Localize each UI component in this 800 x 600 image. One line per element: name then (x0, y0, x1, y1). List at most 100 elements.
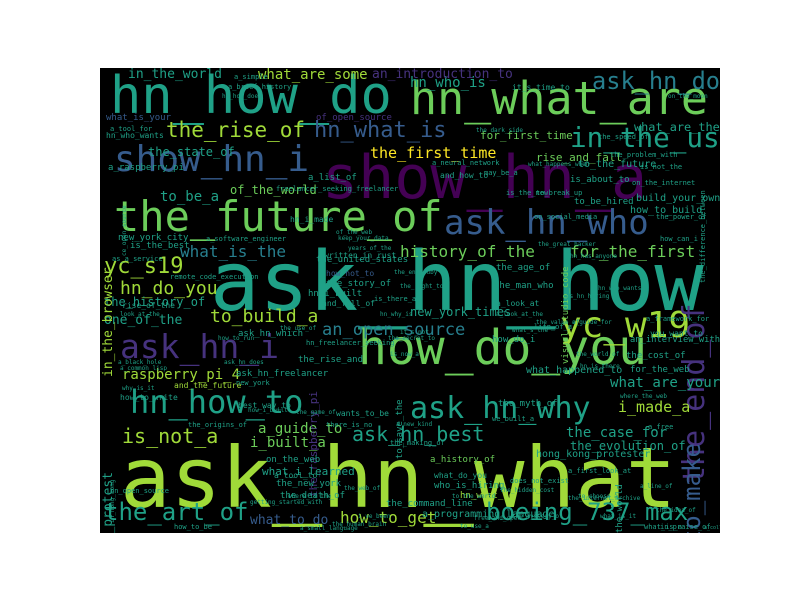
word-the-problem-with: the_problem_with (610, 151, 678, 159)
word-boeing-737-max: boeing_737_max (486, 498, 689, 526)
word-a-tool-to: a_tool_to (274, 471, 318, 480)
word-to-choose-a: to_choose_a (578, 493, 618, 500)
word-to-build-a: to_build_a (210, 306, 319, 327)
word-and-fall-of: and_fall_of (322, 299, 375, 308)
word-hn-who-wants: hn_who_wants (106, 131, 164, 140)
word-a-brief-history: a_brief_history (228, 83, 292, 91)
word-how-do-you: how_do_you (358, 320, 647, 376)
word-visual-studio-code: visual_studio_code (561, 266, 571, 365)
word-why-is-it: why_is_it (122, 385, 155, 392)
word-years-of-the: years_of_the (348, 245, 392, 252)
word-how-not-to: how_not_to (326, 269, 375, 278)
word-on-the-moon: on_the_moon (668, 93, 708, 100)
word-build-your-own: build_your_own (636, 193, 720, 204)
word-the-secret-to: the_secret_to (388, 335, 435, 342)
word-in-the-world: in_the_world (128, 68, 222, 82)
word-the-human-brain: the_human_brain (332, 521, 387, 528)
word-the-cost-of: the_cost_of (626, 351, 686, 361)
word-the-world-of: the_world_of (576, 351, 620, 358)
word-is-the-best: is_the_best (130, 241, 190, 251)
word-the-new-york: the_new_york (276, 479, 342, 489)
word-ask-hn-who: ask_hn_who (444, 203, 649, 243)
word-hn-open-source: hn_open_source (110, 487, 170, 495)
word-a-collection-of: a_collection_of (704, 525, 720, 531)
word-hn-is-there: hn_is_there (580, 363, 620, 370)
word-how-to-get: how_to_get (340, 508, 437, 527)
word-the-mystery-of: the_mystery_of (512, 513, 563, 520)
word-of-open-source: of_open_source (316, 113, 392, 123)
word-i-ve-been: i_ve_been (358, 513, 391, 520)
word-best-way-to: best_way_to (238, 401, 291, 410)
word-ask-hn-how: ask_hn_how (210, 235, 704, 330)
word-hn-i-built: hn_i_built (308, 289, 363, 299)
word-the-origins-of: the_origins_of (188, 421, 248, 429)
word-show-hn-i: show_hn_i (114, 139, 310, 180)
word-is-about-to: is_about_to (570, 175, 630, 185)
word-how-do-i: how_do_i (492, 335, 536, 345)
word-on-the-internet: on_the_internet (632, 179, 696, 187)
word-to-break-up: to_break_up (536, 189, 583, 197)
word-a-raspberry-pi: a_raspberry_pi (108, 163, 184, 173)
word-a-guide-to: a_guide_to (258, 421, 343, 437)
word-does-not-exist: does_not_exist (510, 477, 570, 485)
word-for-the-first: for_the_first (570, 242, 696, 261)
word-a-look-at-the: a_look_at_the (496, 311, 543, 318)
word-yc-s19: yc_s19 (104, 254, 184, 279)
word-yc-w19: yc_w19 (560, 305, 691, 346)
word-the-case-for: the_case_for (566, 425, 668, 441)
word-it-s-time-to: it_s_time_to (512, 83, 570, 92)
word-and-how-to: and_how_to (440, 171, 489, 180)
word-the-game-of: the_game_of (296, 409, 336, 416)
word-where-the-web: where_the_web (620, 393, 667, 400)
word-what-happened-to: what_happened_to (526, 365, 623, 376)
word-and-the-future: and_the_future (174, 381, 242, 390)
word-what-s-the: what_s_the (512, 327, 549, 334)
word-is-now-a: is_now_a (390, 351, 419, 358)
word-hn-how-do: hn_how_do (110, 68, 392, 126)
word-ask-hn-why: ask_hn_why (410, 391, 591, 426)
word-the-hidden-cost: the_hidden_cost (500, 487, 555, 494)
word-the-idea-of: the_idea_of (656, 507, 696, 514)
word-one-of-the: one_of_the (104, 313, 183, 328)
word-the-myth-of: the_myth_of (498, 399, 558, 409)
word-how-to-be: how_to_be (174, 523, 212, 531)
word-the-man-who: the_man_who (494, 281, 554, 291)
word-show-hn-a: show_hn_a (322, 143, 648, 213)
word-what-do-you: what_do_you (434, 471, 487, 480)
word-an-interview-with: an_interview_with (630, 335, 720, 345)
word-how-to-build: how_to_build (630, 205, 703, 216)
word-ask-hn-do: ask_hn_do (592, 68, 720, 95)
word-hn-what-are: hn_what_are (410, 72, 709, 125)
word-how-to-write: how_to_write (120, 393, 178, 402)
word-the-end-ruby: the_end_ruby (394, 269, 438, 276)
word-what-is-the: what_is_the (180, 242, 286, 261)
word-in-the-us: in_the_us (570, 121, 720, 154)
word-on-the-web: on_the_web (266, 455, 321, 465)
word-for-the-web: for_the_web (630, 365, 690, 375)
word-the-great-hacker: the_great_hacker (538, 241, 596, 248)
word-the-art-of: the_art_of (104, 498, 249, 526)
word-how-i-built: how_i_built (248, 407, 288, 414)
word-a-programming-language: a_programming_language (422, 509, 555, 520)
word-a-line-of: a_line_of (640, 483, 673, 490)
word-how-to-run: how_to_run (218, 335, 255, 342)
word-i-made-a: i_made_a (618, 398, 691, 416)
word-ask-hn-does: ask_hn_does (224, 359, 264, 366)
word-i-built-a: i_built_a (250, 435, 326, 451)
word-to-be-hired: to_be_hired (574, 197, 634, 207)
word-a-list-of: a_list_of (308, 173, 357, 183)
word-an-introduction-to: an_introduction_to (372, 68, 513, 82)
word-where-is-the: where_is_the (288, 493, 332, 500)
word-a-simple: a_simple (234, 73, 268, 81)
word-hn-who-is: hn_who_is (410, 75, 486, 91)
word-around-the-world: around_the_world (615, 484, 625, 533)
word-the-story-of: the_story_of (326, 279, 392, 289)
word-the-web-of: the_web_of (344, 485, 381, 492)
word-what-are-some: what_are_some (258, 68, 368, 83)
word-hn-i-made: hn_i_made (290, 215, 334, 224)
word-to-the-world: to_the_world (452, 493, 496, 500)
word-the-use-of: the_use_of (280, 325, 317, 332)
word-the-future-of: the_future_of (114, 192, 443, 241)
word-written-in-rust: written_in_rust (324, 251, 397, 260)
word-hn-what-is: hn_what_is (314, 118, 447, 143)
